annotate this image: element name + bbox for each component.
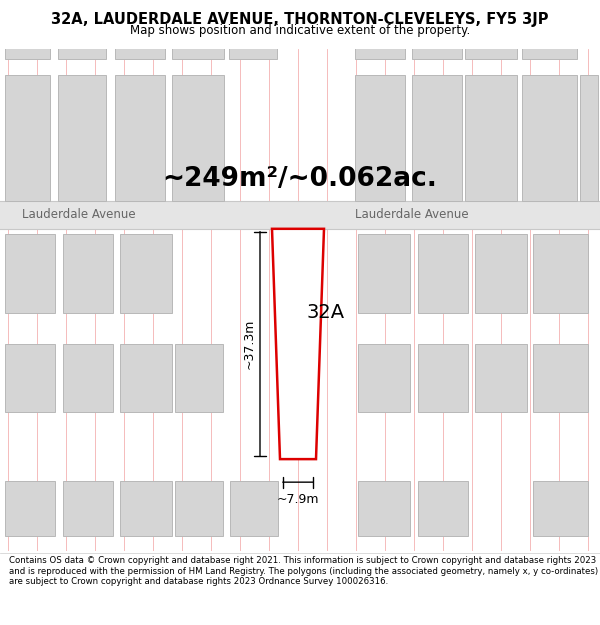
Bar	[230, 481, 278, 536]
Bar	[0, 201, 600, 229]
Bar	[475, 344, 527, 412]
Bar	[5, 234, 55, 312]
Bar	[522, 0, 577, 59]
Bar	[522, 75, 577, 201]
Bar	[5, 344, 55, 412]
Bar	[63, 234, 113, 312]
Text: Lauderdale Avenue: Lauderdale Avenue	[22, 208, 136, 221]
Bar	[172, 0, 224, 59]
Bar	[355, 0, 405, 59]
Bar	[175, 344, 223, 412]
Bar	[5, 75, 50, 201]
Bar	[63, 344, 113, 412]
Bar	[120, 344, 172, 412]
Text: Contains OS data © Crown copyright and database right 2021. This information is : Contains OS data © Crown copyright and d…	[9, 556, 598, 586]
Bar	[580, 75, 598, 201]
Bar	[58, 0, 106, 59]
Bar	[533, 481, 588, 536]
Polygon shape	[272, 229, 324, 459]
Text: Lauderdale Avenue: Lauderdale Avenue	[355, 208, 469, 221]
Text: ~7.9m: ~7.9m	[277, 492, 319, 506]
Bar	[172, 75, 224, 201]
Bar	[63, 481, 113, 536]
Bar	[115, 75, 165, 201]
Bar	[58, 75, 106, 201]
Bar	[533, 344, 588, 412]
Bar	[418, 234, 468, 312]
Bar	[418, 344, 468, 412]
Text: 32A: 32A	[307, 303, 345, 322]
Bar	[358, 234, 410, 312]
Bar	[120, 234, 172, 312]
Bar	[115, 0, 165, 59]
Bar	[5, 481, 55, 536]
Text: 32A, LAUDERDALE AVENUE, THORNTON-CLEVELEYS, FY5 3JP: 32A, LAUDERDALE AVENUE, THORNTON-CLEVELE…	[51, 12, 549, 27]
Bar	[175, 481, 223, 536]
Bar	[229, 0, 277, 59]
Bar	[465, 0, 517, 59]
Bar	[355, 75, 405, 201]
Bar	[412, 0, 462, 59]
Text: Map shows position and indicative extent of the property.: Map shows position and indicative extent…	[130, 24, 470, 36]
Text: ~249m²/~0.062ac.: ~249m²/~0.062ac.	[163, 166, 437, 192]
Bar	[358, 481, 410, 536]
Bar	[418, 481, 468, 536]
Bar	[475, 234, 527, 312]
Text: ~37.3m: ~37.3m	[243, 319, 256, 369]
Bar	[465, 75, 517, 201]
Bar	[412, 75, 462, 201]
Bar	[358, 344, 410, 412]
Bar	[5, 0, 50, 59]
Bar	[120, 481, 172, 536]
Bar	[533, 234, 588, 312]
